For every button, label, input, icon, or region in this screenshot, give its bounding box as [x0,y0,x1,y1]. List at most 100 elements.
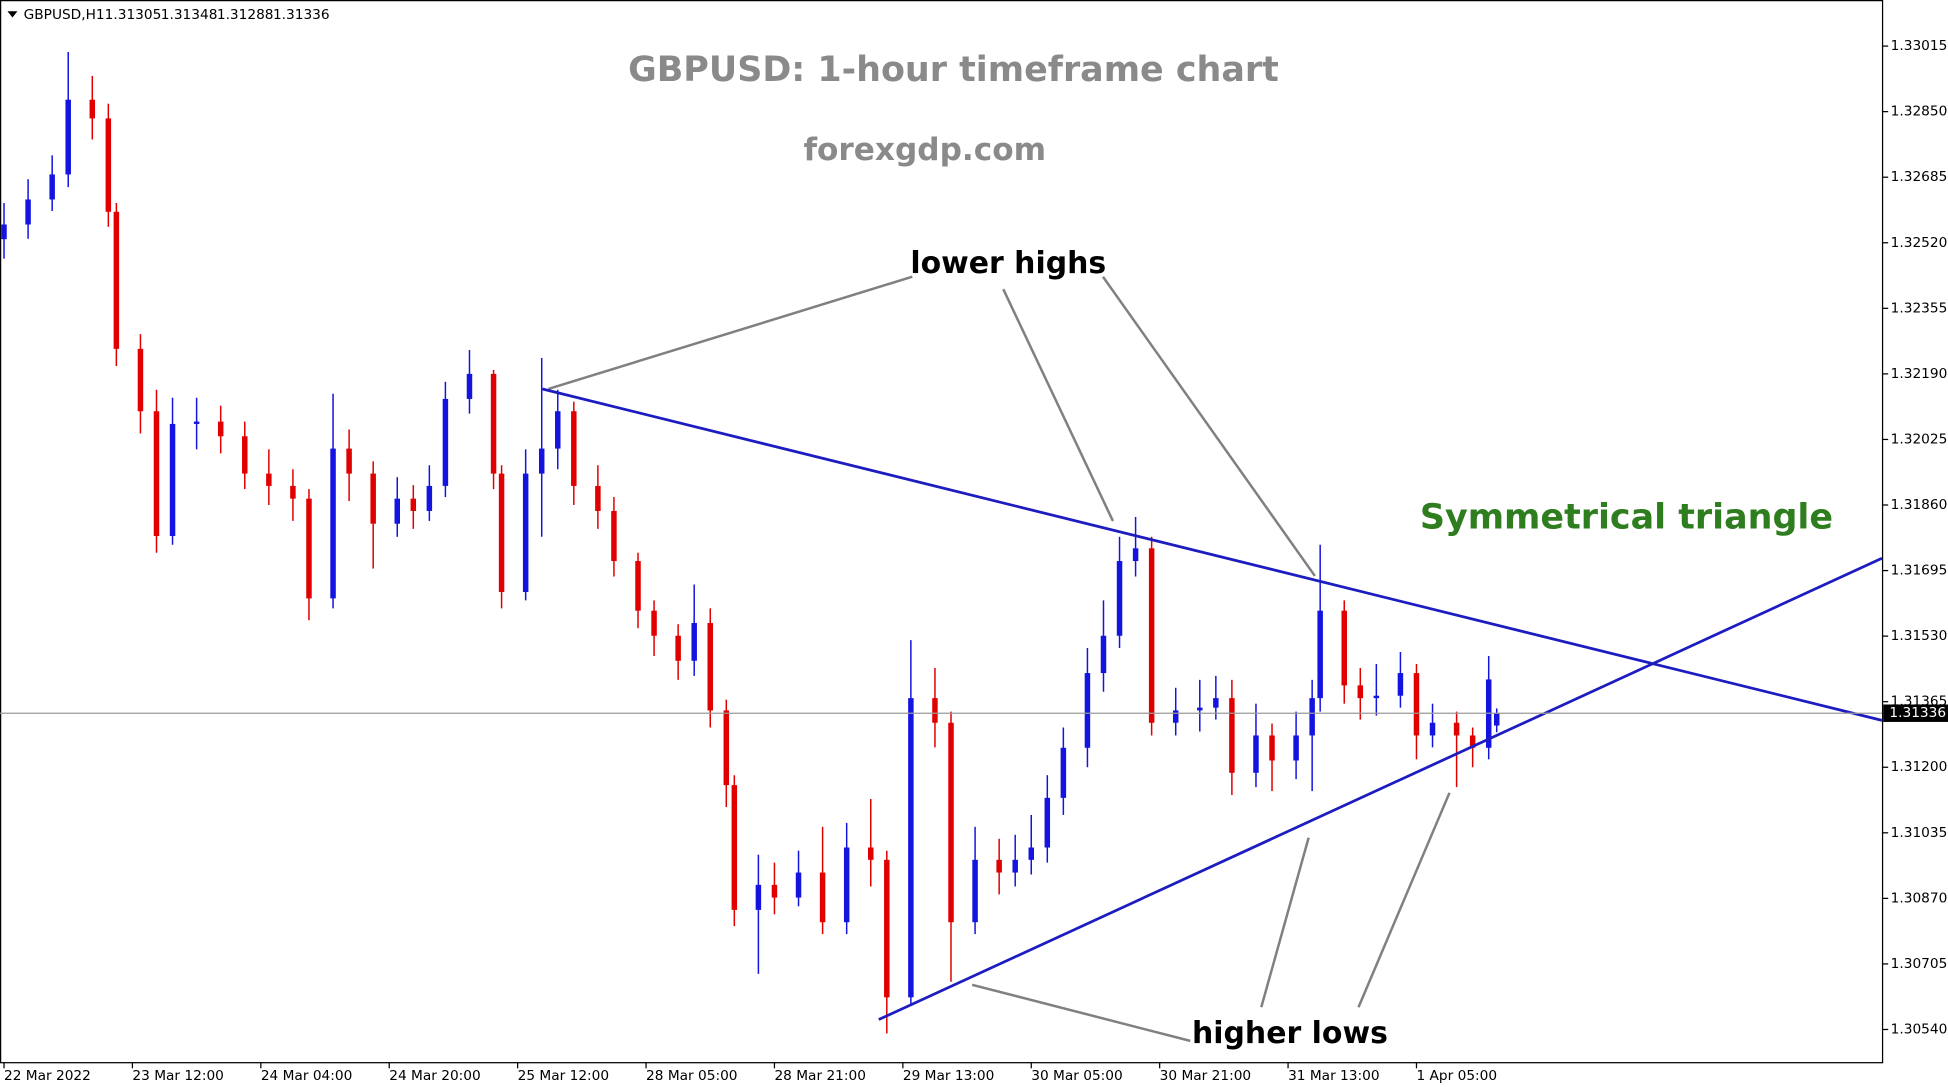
candle-body [1100,635,1107,674]
candle-body [1012,859,1018,873]
chart-title: GBPUSD: 1-hour timeframe chart [628,50,1279,90]
y-tick-label: 1.31860 [1891,497,1948,513]
price-label-box [1883,704,1948,722]
candle-body [290,485,296,499]
candle-body [691,623,697,661]
candle-body [651,610,657,636]
x-tick-label: 29 Mar 13:00 [903,1068,994,1084]
marks [0,52,1883,1034]
pointer-line [1002,288,1115,522]
y-tick-label: 1.31530 [1891,628,1948,644]
y-tick-label: 1.31035 [1891,825,1948,841]
candle-body [1293,735,1299,761]
header-low: 1.31288 [217,7,274,23]
header-open: 1.31305 [105,7,162,23]
y-tick-label: 1.32025 [1891,431,1948,447]
x-tick-label: 31 Mar 13:00 [1288,1068,1379,1084]
candle-body [1357,685,1364,699]
candle-body [932,698,938,723]
trendline [542,387,1883,722]
candle-body [49,174,55,200]
candle-body [595,485,601,511]
candle-body [731,785,738,910]
candle-body [169,423,176,537]
candle-body [217,421,224,437]
candle-body [1116,561,1123,636]
header-close: 1.31336 [273,7,330,23]
candle-body [306,498,312,599]
symbol: GBPUSD,H1 [24,7,105,23]
x-tick-label: 28 Mar 05:00 [646,1068,737,1084]
candle-body [1253,735,1259,773]
y-tick-label: 1.32355 [1891,300,1948,316]
candle-body [1028,847,1034,860]
candle-body [394,498,400,524]
chart-subtitle: forexgdp.com [803,132,1046,168]
plot-frame [0,0,1884,1064]
pointer-lines [548,275,1451,1043]
candle-body [1148,548,1155,723]
candle-body [346,448,352,474]
candle-body [490,373,497,474]
candle-body [948,722,954,923]
x-tick-label: 24 Mar 04:00 [261,1068,352,1084]
y-tick-label: 1.30540 [1891,1021,1948,1037]
candle-body [466,373,473,399]
candle-body [884,859,890,998]
y-tick-label: 1.31200 [1891,759,1948,775]
candle-body [65,99,71,175]
y-tick-label: 1.30705 [1891,956,1948,972]
candle-body [370,473,376,524]
candle-body [410,498,417,511]
candle-body [1060,747,1067,798]
symbol-menu-arrow [7,11,18,18]
x-tick-label: 30 Mar 05:00 [1031,1068,1122,1084]
price-label: 1.31336 [1889,705,1946,721]
candle-body [498,473,505,593]
y-tick-label: 1.31695 [1891,563,1948,579]
candle-body [819,872,826,923]
candle-body [1469,735,1476,748]
candle-body [795,872,802,898]
candle-body [1341,610,1347,686]
y-tick-label: 1.30870 [1891,890,1948,906]
candle-body [1229,698,1235,773]
candle-body [1397,673,1404,696]
candle-body [1429,722,1436,736]
x-tick-label: 24 Mar 20:00 [389,1068,480,1084]
candle-body [723,710,730,786]
trendline [878,557,1883,1021]
candle-body [1309,698,1315,736]
candle-body [426,485,433,511]
candle-body [1453,722,1460,736]
candle-body [137,348,144,412]
candle-body [555,411,561,449]
candle-body [1269,735,1275,761]
candle-body [266,473,272,486]
higher-lows-label: higher lows [1192,1016,1388,1051]
candle-body [153,411,160,537]
candle-body [868,847,874,860]
candle-body [771,884,778,898]
y-tick-label: 1.33015 [1891,38,1948,54]
x-tick-label: 22 Mar 2022 [4,1068,91,1084]
lower-highs-label: lower highs [910,246,1106,281]
candle-body [522,473,529,593]
y-tick-label: 1.32190 [1891,366,1948,382]
candle-body [1172,710,1179,723]
candle-body [1132,548,1139,562]
candle-body [675,635,681,661]
candle-body [707,623,713,711]
pattern-label: Symmetrical triangle [1420,498,1833,538]
candle-body [242,436,248,474]
x-tick-label: 25 Mar 12:00 [518,1068,609,1084]
candle-body [1213,698,1219,708]
candle-body [1,224,7,240]
candle-body [25,199,31,225]
candle-body [193,421,200,424]
candle-body [105,118,112,212]
x-tick-label: 23 Mar 12:00 [132,1068,223,1084]
candle-body [538,448,545,474]
